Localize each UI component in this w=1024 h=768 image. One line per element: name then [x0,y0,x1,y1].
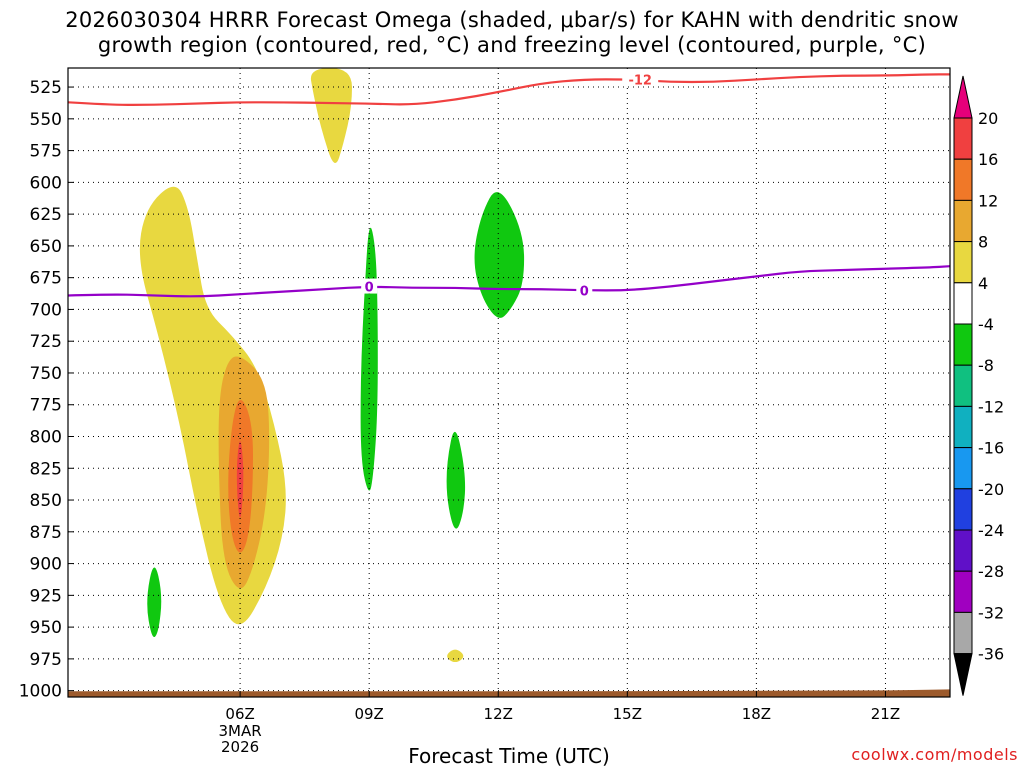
omega-region-0 [310,68,352,163]
colorbar-label: -20 [978,480,1004,499]
colorbar-label: -36 [978,645,1004,664]
colorbar-label: -32 [978,603,1004,622]
colorbar-bin-1 [953,117,973,160]
y-tick-label: 925 [30,586,62,606]
omega-region-5 [447,649,464,663]
colorbar-bin-10 [953,488,973,531]
omega-region-6 [360,227,378,491]
contour-label-1-0: 0 [365,281,374,296]
colorbar-label: 4 [978,274,988,293]
colorbar-label: 16 [978,150,998,169]
x-tick-label: 15Z [613,705,642,723]
omega-region-8 [446,431,466,529]
contour-label-0-0: -12 [628,73,652,88]
colorbar-label: -16 [978,439,1004,458]
colorbar-label: -8 [978,356,994,375]
x-tick-label: 09Z [354,705,383,723]
y-tick-label: 875 [30,523,62,543]
colorbar-label: -12 [978,397,1004,416]
y-tick-label: 700 [30,300,62,320]
contour-line-1 [68,265,950,298]
x-tick-label: 18Z [742,705,771,723]
contour-label-bg [361,278,378,294]
colorbar-bin-9 [953,447,973,490]
y-tick-label: 625 [30,205,62,225]
y-tick-label: 575 [30,142,62,162]
colorbar-label: 12 [978,191,998,210]
y-tick-label: 725 [30,332,62,352]
contour-label-1-1: 0 [580,284,589,299]
colorbar-bin-3 [953,199,973,243]
contour-label-bg [576,282,593,298]
colorbar-bin-5 [953,282,973,325]
colorbar-label: -24 [978,521,1004,540]
chart-title-line1: 2026030304 HRRR Forecast Omega (shaded, … [65,8,959,32]
chart-title-line2: growth region (contoured, red, °C) and f… [97,33,927,57]
y-tick-label: 975 [30,650,62,670]
y-tick-label: 1000 [19,682,62,702]
colorbar-bin-4 [953,241,973,284]
colorbar-bin-2 [953,158,973,201]
contour-label-bg [622,71,659,87]
y-tick-label: 900 [30,555,62,575]
y-tick-label: 550 [30,110,62,130]
plot-frame [67,67,951,698]
colorbar-bin-8 [953,405,973,449]
colorbar-bin-7 [953,364,973,407]
omega-region-7 [474,192,525,318]
colorbar-bin-13 [953,611,973,655]
y-tick-label: 950 [30,618,62,638]
y-tick-label: 850 [30,491,62,511]
x-tick-label: 21Z [871,705,900,723]
colorbar-bin-6 [953,323,973,366]
y-tick-label: 825 [30,459,62,479]
x-tick-sublabel: 3MAR [219,722,262,740]
y-tick-label: 525 [30,78,62,98]
colorbar-bin-12 [953,570,973,613]
colorbar-label: -28 [978,562,1004,581]
colorbar-label: -4 [978,315,994,334]
omega-region-4 [236,441,244,518]
y-tick-label: 650 [30,237,62,257]
omega-region-9 [147,567,162,638]
contour-line-0 [68,73,950,107]
colorbar-top-arrow [953,75,973,119]
colorbar-bin-11 [953,529,973,572]
x-tick-sublabel: 2026 [221,738,259,756]
x-axis-label: Forecast Time (UTC) [408,744,610,768]
y-tick-label: 775 [30,396,62,416]
y-tick-label: 800 [30,428,62,448]
x-tick-label: 06Z [225,705,254,723]
x-tick-label: 12Z [484,705,513,723]
colorbar-label: 8 [978,233,988,252]
colorbar-bottom-arrow [953,653,973,696]
colorbar-label: 20 [978,109,998,128]
y-tick-label: 600 [30,173,62,193]
credit-text: coolwx.com/models [851,745,1018,764]
surface-terrain [68,689,950,697]
y-tick-label: 750 [30,364,62,384]
y-tick-label: 675 [30,269,62,289]
